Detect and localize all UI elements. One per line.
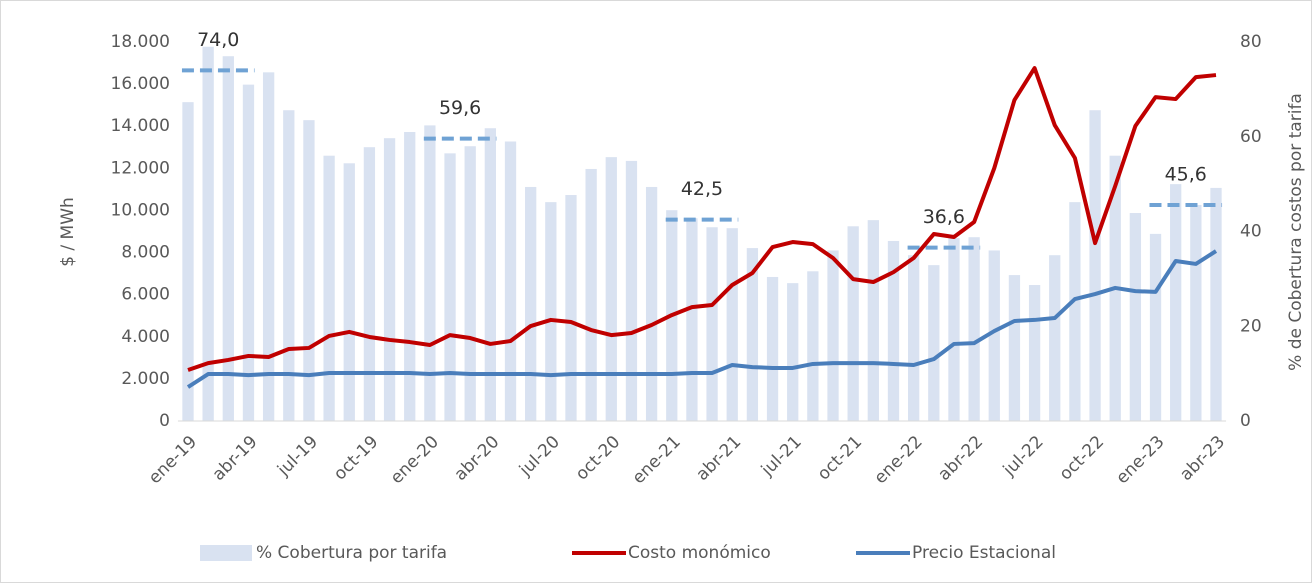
bar: [1008, 275, 1021, 421]
legend-label: Costo monómico: [628, 543, 771, 563]
y2-tick-label: 60: [1240, 127, 1262, 147]
y-tick-label: 12.000: [111, 158, 170, 178]
bar: [1149, 233, 1162, 421]
bar: [686, 218, 698, 421]
bar: [363, 147, 376, 422]
bar: [827, 250, 839, 421]
y-tick-label: 10.000: [111, 200, 170, 220]
y2-axis-label: % de Cobertura costos por tarifa: [1286, 93, 1306, 371]
bar: [928, 265, 940, 421]
bar: [504, 141, 517, 422]
annotation-label: 74,0: [197, 29, 239, 51]
bar: [1210, 187, 1222, 421]
bar: [948, 238, 960, 421]
bar: [706, 227, 718, 421]
bar: [867, 220, 879, 421]
annotation-label: 42,5: [681, 178, 723, 200]
bar: [565, 195, 577, 421]
bar: [444, 153, 456, 422]
annotation-label: 36,6: [923, 206, 965, 228]
legend-swatch: [200, 545, 252, 561]
bar: [1049, 255, 1061, 421]
y2-tick-label: 0: [1240, 411, 1251, 431]
bar: [787, 283, 799, 421]
bar: [202, 46, 214, 422]
line: [187, 66, 1217, 372]
y2-tick-label: 80: [1240, 32, 1262, 52]
bar: [746, 248, 759, 421]
bar: [262, 72, 275, 421]
bar: [1089, 110, 1101, 421]
bar: [404, 132, 416, 421]
bar: [726, 228, 738, 421]
bar: [1069, 202, 1081, 421]
bar: [625, 160, 638, 421]
y-tick-label: 4.000: [121, 327, 170, 347]
bar: [645, 186, 658, 421]
y2-tick-label: 40: [1240, 222, 1262, 242]
bar: [887, 240, 900, 421]
y-tick-label: 0: [159, 411, 170, 431]
bar: [545, 202, 557, 421]
bar: [585, 168, 597, 421]
bar: [807, 271, 819, 421]
y-tick-label: 18.000: [111, 32, 170, 52]
y-axis-label: $ / MWh: [58, 197, 78, 267]
bar: [283, 110, 295, 421]
bar: [1190, 204, 1202, 421]
bar: [424, 125, 436, 421]
y-tick-label: 8.000: [121, 243, 170, 263]
bar: [464, 146, 476, 421]
bar: [908, 255, 920, 421]
legend-label: % Cobertura por tarifa: [256, 543, 447, 563]
bar: [383, 138, 396, 421]
y-tick-label: 2.000: [121, 369, 170, 389]
y2-tick-label: 20: [1240, 316, 1262, 336]
bar: [182, 102, 194, 421]
y-tick-label: 14.000: [111, 116, 170, 136]
y-tick-label: 6.000: [121, 285, 170, 305]
bar: [1129, 213, 1142, 421]
bar: [968, 237, 980, 421]
bar: [343, 163, 355, 421]
bar: [605, 157, 617, 421]
bar: [222, 56, 234, 422]
bar: [242, 84, 255, 421]
bar: [323, 155, 335, 421]
y-tick-label: 16.000: [111, 74, 170, 94]
bar: [766, 276, 779, 421]
bar: [484, 128, 496, 421]
annotation-label: 59,6: [439, 97, 481, 119]
bar: [525, 186, 537, 421]
bar: [988, 250, 1000, 421]
annotation-label: 45,6: [1165, 163, 1207, 185]
legend-label: Precio Estacional: [912, 543, 1056, 563]
bar: [303, 120, 315, 421]
line: [186, 249, 1218, 389]
bar: [1028, 285, 1041, 421]
bar: [1170, 184, 1182, 421]
bar: [847, 226, 859, 421]
